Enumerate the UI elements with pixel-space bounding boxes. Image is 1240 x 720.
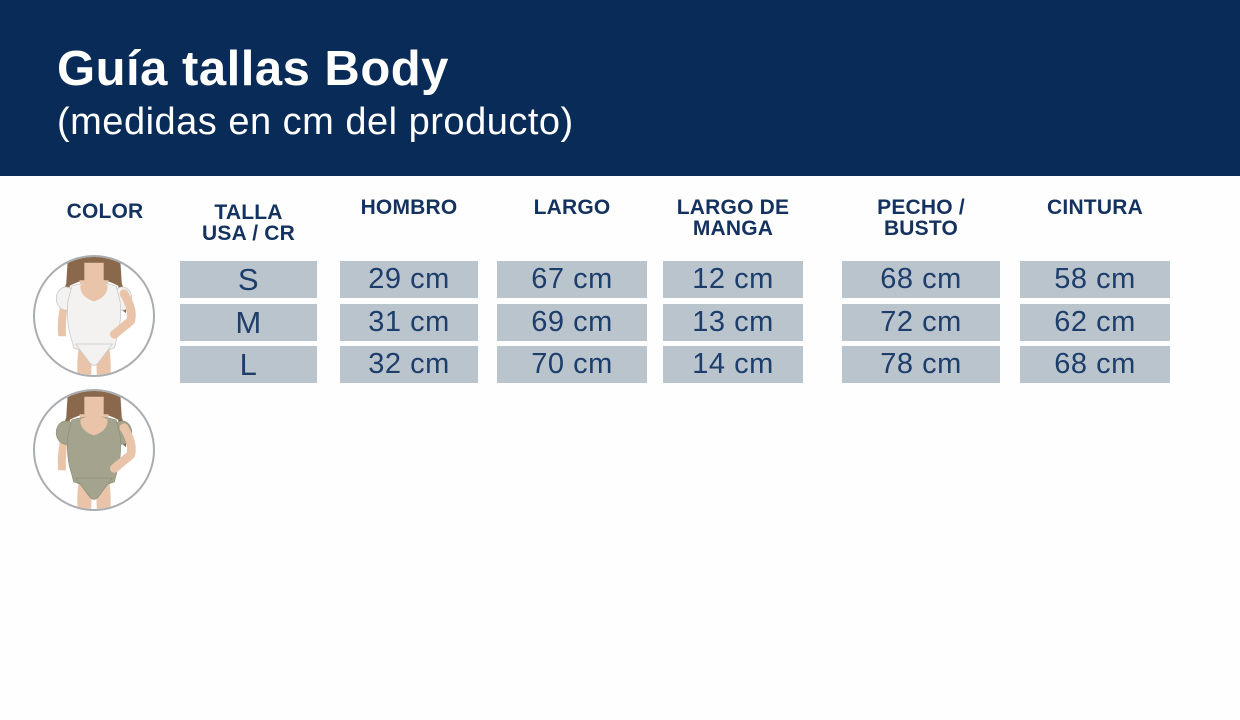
cell-largo-row-l: 70 cm xyxy=(497,346,647,383)
cell-hombro-row-m: 31 cm xyxy=(340,304,478,341)
product-image-olive-body xyxy=(33,389,155,511)
torso xyxy=(67,416,121,487)
cell-manga-row-m: 13 cm xyxy=(663,304,803,341)
cell-hombro-row-s: 29 cm xyxy=(340,261,478,298)
briefs xyxy=(74,477,114,500)
neckline-skin xyxy=(80,415,108,436)
bodysuit-olive-illustration xyxy=(55,391,136,509)
page-title: Guía tallas Body xyxy=(57,42,449,96)
column-header-cintura: CINTURA xyxy=(1047,196,1143,219)
cell-hombro-row-l: 32 cm xyxy=(340,346,478,383)
column-header-pecho-line2: BUSTO xyxy=(883,217,959,240)
cell-pecho-row-m: 72 cm xyxy=(842,304,1000,341)
column-header-pecho-busto: PECHO / BUSTO xyxy=(842,197,1000,239)
column-header-manga-line1: LARGO DE xyxy=(676,196,790,219)
cell-talla-row-l: L xyxy=(180,346,317,383)
column-header-largo: LARGO xyxy=(533,196,611,219)
cell-manga-row-s: 12 cm xyxy=(663,261,803,298)
torso xyxy=(67,282,121,353)
right-arm-on-hip xyxy=(109,423,136,473)
cell-cintura-row-m: 62 cm xyxy=(1020,304,1170,341)
neck-skin xyxy=(84,262,104,283)
cell-talla-row-m: M xyxy=(180,304,317,341)
column-header-manga-line2: MANGA xyxy=(692,217,774,240)
cell-cintura-row-l: 68 cm xyxy=(1020,346,1170,383)
cell-largo-row-m: 69 cm xyxy=(497,304,647,341)
header-band: Guía tallas Body (medidas en cm del prod… xyxy=(0,0,1240,176)
cell-pecho-row-l: 78 cm xyxy=(842,346,1000,383)
cell-cintura-row-s: 58 cm xyxy=(1020,261,1170,298)
column-header-talla-line1: TALLA xyxy=(214,201,283,224)
cell-talla-row-s: S xyxy=(180,261,317,298)
briefs xyxy=(74,343,114,366)
cell-largo-row-s: 67 cm xyxy=(497,261,647,298)
column-header-talla-line2: USA / CR xyxy=(202,222,295,245)
neck-skin xyxy=(84,396,104,417)
column-header-talla: TALLA USA / CR xyxy=(180,202,317,244)
neckline-skin xyxy=(80,281,108,302)
column-header-hombro: HOMBRO xyxy=(360,196,458,219)
right-arm-on-hip xyxy=(109,289,136,339)
column-header-pecho-line1: PECHO / xyxy=(877,196,965,219)
bodysuit-white-illustration xyxy=(55,257,136,375)
cell-manga-row-l: 14 cm xyxy=(663,346,803,383)
product-image-white-body xyxy=(33,255,155,377)
cell-pecho-row-s: 68 cm xyxy=(842,261,1000,298)
page-subtitle: (medidas en cm del producto) xyxy=(57,101,574,143)
column-header-color: COLOR xyxy=(66,200,144,223)
column-header-largo-de-manga: LARGO DE MANGA xyxy=(663,197,803,239)
